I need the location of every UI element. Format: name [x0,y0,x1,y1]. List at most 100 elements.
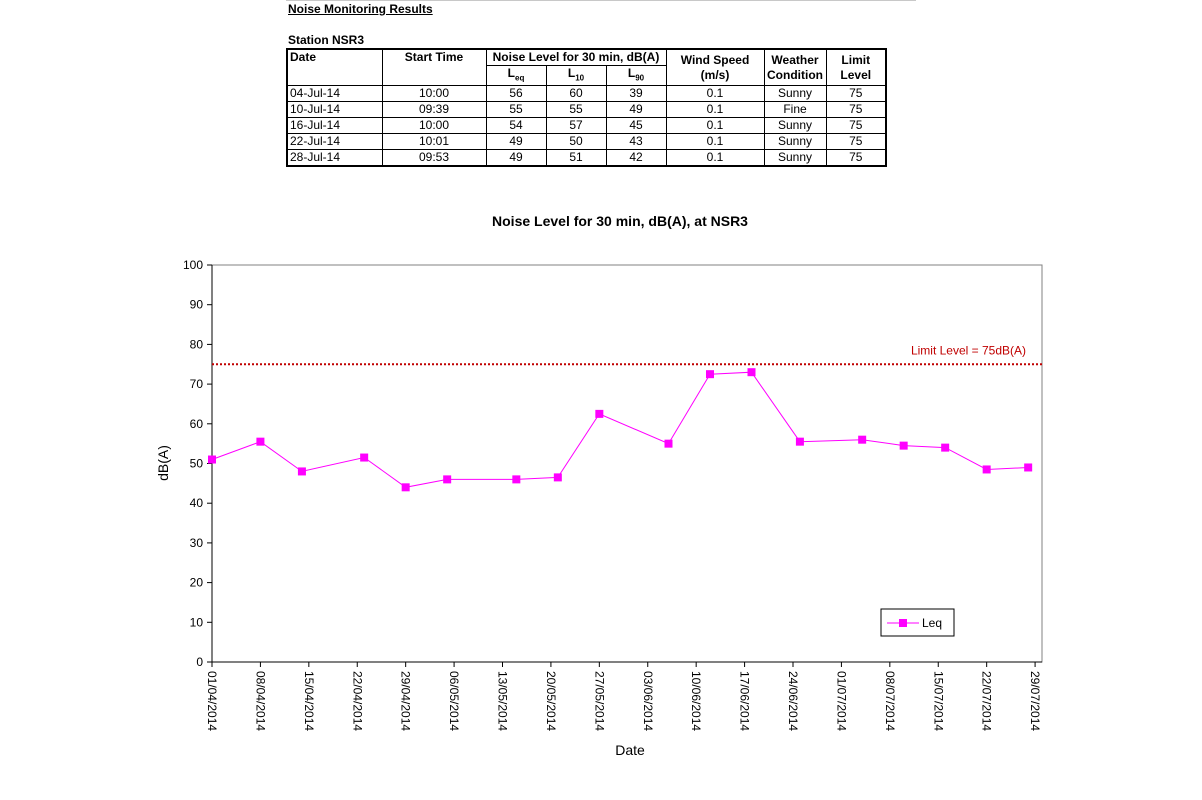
data-point [297,467,306,476]
x-tick-label: 01/07/2014 [834,671,848,731]
cell-weather: Sunny [763,133,827,151]
cell-time: 09:53 [381,149,487,167]
cell-date: 10-Jul-14 [286,101,383,119]
cell-weather: Sunny [763,117,827,135]
cell-date: 16-Jul-14 [286,117,383,135]
x-tick-label: 10/06/2014 [689,671,703,731]
data-point [553,473,562,482]
header-wind-speed-line2: (m/s) [700,67,730,82]
x-tick-label: 08/04/2014 [253,671,267,731]
y-tick-label: 100 [183,258,203,272]
x-tick-label: 15/07/2014 [931,671,945,731]
data-point [941,443,950,452]
x-tick-label: 06/05/2014 [447,671,461,731]
data-point [443,475,452,484]
header-date: Date [286,48,383,87]
cell-wind: 0.1 [665,149,765,167]
cell-l10: 51 [545,149,607,167]
y-tick-label: 30 [190,536,204,550]
cell-wind: 0.1 [665,133,765,151]
cell-date: 04-Jul-14 [286,85,383,103]
data-point [595,409,604,418]
table-row: 16-Jul-14 10:00 54 57 45 0.1 Sunny 75 [286,117,887,135]
header-leq-main: L [507,66,515,80]
cell-limit: 75 [825,133,887,151]
x-tick-label: 29/07/2014 [1028,671,1042,731]
cell-l90: 42 [605,149,667,167]
cell-time: 10:01 [381,133,487,151]
series-line-leq [211,371,1029,488]
limit-label: Limit Level = 75dB(A) [911,343,1026,357]
data-point [360,453,369,462]
x-tick-label: 01/04/2014 [205,671,219,731]
header-leq-sub: eq [515,73,525,83]
legend: Leq [880,608,955,637]
header-l90-sub: 90 [635,73,645,83]
series-markers [208,368,1033,492]
x-tick-label: 22/07/2014 [980,671,994,731]
data-point [664,439,673,448]
data-point [512,475,521,484]
data-point [747,368,756,377]
cell-weather: Sunny [763,149,827,167]
header-start-time: Start Time [381,48,487,87]
x-axis: 01/04/2014 08/04/2014 15/04/2014 22/04/2014… [205,661,1042,731]
data-point [982,465,991,474]
legend-label: Leq [922,616,942,630]
x-tick-label: 13/05/2014 [496,671,510,731]
header-l10-sub: 10 [575,73,585,83]
y-axis: 0 10 20 30 40 50 60 70 80 90 100 [183,258,213,669]
header-leq: Leq [485,64,547,87]
results-table: Date Start Time Noise Level for 30 min, … [286,48,887,168]
station-label: Station NSR3 [288,33,365,47]
header-l10: L10 [545,64,607,87]
cell-weather: Fine [763,101,827,119]
y-tick-label: 0 [196,655,203,669]
table-row: 22-Jul-14 10:01 49 50 43 0.1 Sunny 75 [286,133,887,151]
x-tick-label: 17/06/2014 [738,671,752,731]
header-row-2: Leq L10 L90 [287,64,886,87]
x-tick-label: 15/04/2014 [302,671,316,731]
data-point [899,441,908,450]
header-weather-line1: Weather [771,52,819,67]
data-point [706,370,714,379]
table-row: 28-Jul-14 09:53 49 51 42 0.1 Sunny 75 [286,149,887,167]
header-row-1: Date Start Time Noise Level for 30 min, … [286,48,887,87]
y-tick-label: 50 [190,457,204,471]
y-tick-label: 10 [190,615,204,629]
header-l90: L90 [605,64,667,87]
table-row: 04-Jul-14 10:00 56 60 39 0.1 Sunny 75 [286,85,887,103]
header-l10-main: L [567,66,576,80]
cell-l90: 39 [605,85,667,103]
cell-time: 10:00 [381,117,487,135]
x-tick-label: 27/05/2014 [592,671,606,731]
y-tick-label: 20 [190,576,204,590]
cell-limit: 75 [825,85,887,103]
report-title: Noise Monitoring Results [288,2,433,16]
header-limit-line1: Limit [841,52,871,67]
cell-l90: 43 [605,133,667,151]
cell-date: 28-Jul-14 [286,149,383,167]
y-tick-label: 70 [190,377,204,391]
data-point [795,437,804,446]
y-tick-label: 80 [190,337,204,351]
header-wind-speed: Wind Speed (m/s) [665,48,765,87]
x-tick-label: 22/04/2014 [350,671,364,731]
cell-limit: 75 [825,149,887,167]
data-point [858,435,867,444]
y-tick-label: 40 [190,496,204,510]
x-tick-label: 20/05/2014 [544,671,558,731]
data-point [1024,463,1033,472]
title-rule [286,0,916,1]
data-point [401,483,410,492]
y-axis-label: dB(A) [155,445,171,481]
cell-leq: 56 [485,85,547,103]
cell-wind: 0.1 [665,85,765,103]
header-limit-line2: Level [840,67,872,82]
x-tick-label: 24/06/2014 [786,671,800,731]
y-tick-label: 60 [190,417,204,431]
x-tick-label: 29/04/2014 [399,671,413,731]
x-tick-label: 03/06/2014 [641,671,655,731]
cell-date: 22-Jul-14 [286,133,383,151]
